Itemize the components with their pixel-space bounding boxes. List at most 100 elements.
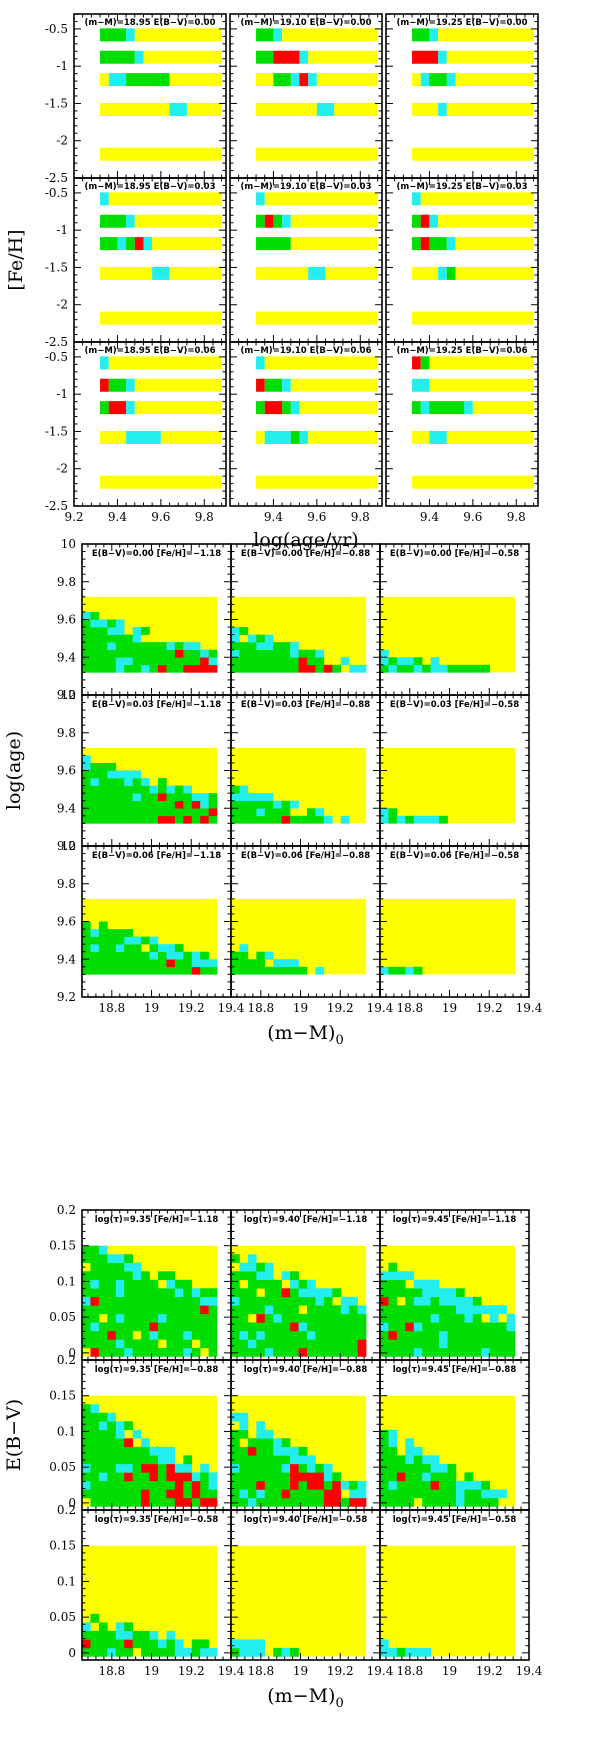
y-axis-title: log(age) — [3, 731, 25, 810]
heatmap-cell — [90, 611, 100, 620]
heatmap-cell — [132, 657, 142, 666]
heatmap-cell — [239, 793, 249, 801]
heatmap-cell — [239, 1463, 249, 1473]
heatmap-cell — [247, 966, 257, 975]
heatmap-cell — [132, 1288, 142, 1298]
heatmap-cell — [256, 1472, 266, 1482]
heatmap-cell — [183, 1313, 193, 1323]
heatmap-cell — [183, 649, 193, 658]
heatmap-cell — [247, 1647, 257, 1657]
heatmap-cell — [264, 815, 274, 824]
heatmap-cell — [132, 1630, 142, 1640]
heatmap-cell — [239, 1497, 249, 1507]
heatmap-cell — [340, 1497, 350, 1507]
heatmap-cell — [239, 1296, 249, 1306]
heatmap-cell — [157, 642, 167, 650]
fe-age-cell — [429, 214, 439, 228]
heatmap-cell — [115, 793, 125, 801]
fe-age-cell — [429, 237, 447, 251]
heatmap-cell — [413, 1455, 423, 1465]
heatmap-cell — [115, 1446, 125, 1456]
fe-age-cell — [316, 73, 378, 87]
heatmap-cell — [174, 1296, 184, 1306]
heatmap-cell — [174, 664, 184, 673]
heatmap-cell — [439, 1313, 448, 1323]
heatmap-cell — [388, 1339, 398, 1349]
fe-age-cell — [446, 430, 534, 444]
heatmap-cell — [132, 800, 142, 809]
heatmap-cell — [174, 1647, 184, 1657]
heatmap-cell — [422, 1489, 431, 1499]
heatmap-cell — [306, 1330, 316, 1340]
heatmap-cell — [430, 1463, 440, 1473]
heatmap-cell — [82, 619, 91, 628]
heatmap-cell — [149, 649, 159, 658]
heatmap-cell — [166, 815, 176, 824]
heatmap-cell — [132, 951, 142, 960]
fe-age-cell — [429, 356, 534, 370]
heatmap-cell — [430, 1480, 440, 1490]
heatmap-cell — [447, 1288, 457, 1298]
heatmap-cell — [174, 959, 184, 968]
fe-age-cell — [290, 214, 378, 228]
heatmap-cell — [357, 1489, 367, 1499]
heatmap-cell — [481, 1322, 491, 1332]
heatmap-cell — [183, 1279, 193, 1289]
heatmap-cell — [298, 1313, 308, 1323]
heatmap-cell — [90, 1322, 100, 1332]
heatmap-cell — [107, 944, 117, 952]
heatmap-cell — [455, 1288, 465, 1298]
heatmap-cell — [82, 1639, 91, 1649]
heatmap-cell — [323, 1339, 333, 1349]
heatmap-cell — [124, 1421, 133, 1431]
heatmap-cell — [349, 1347, 358, 1357]
heatmap-cell — [107, 966, 117, 975]
x-tick-label: 19 — [144, 1001, 159, 1015]
heatmap-cell — [124, 1639, 133, 1649]
heatmap-cell — [82, 785, 91, 794]
heatmap-cell — [405, 1313, 415, 1323]
heatmap-cell — [141, 1630, 150, 1640]
heatmap-cell — [90, 1245, 100, 1255]
fe-age-cell — [100, 73, 109, 87]
y-tick-label: 0 — [68, 1646, 76, 1660]
heatmap-cell — [90, 1254, 100, 1264]
heatmap-cell — [98, 1639, 108, 1649]
heatmap-cell — [82, 634, 91, 643]
heatmap-cell — [247, 1497, 257, 1507]
heatmap-cell — [141, 1455, 150, 1465]
heatmap-cell — [264, 634, 274, 643]
heatmap-cell — [447, 664, 457, 673]
heatmap-cell — [174, 1330, 184, 1340]
heatmap-cell — [380, 1647, 389, 1657]
heatmap-cell — [124, 785, 133, 794]
heatmap-cell — [298, 664, 308, 673]
y-tick-label: -2 — [56, 134, 68, 148]
heatmap-cell — [231, 808, 240, 817]
heatmap-cell — [98, 959, 108, 968]
fe-age-panel: (m−M)=18.95 E(B−V)=0.03 — [73, 177, 227, 343]
heatmap-cell — [405, 1288, 415, 1298]
heatmap-cell — [141, 793, 150, 801]
heatmap-cell — [481, 1480, 491, 1490]
heatmap-cell — [306, 1339, 316, 1349]
heatmap-cell — [405, 1497, 415, 1507]
heatmap-cell — [464, 1497, 474, 1507]
heatmap-cell — [256, 1463, 266, 1473]
heatmap-cell — [396, 1347, 406, 1357]
heatmap-cell — [256, 1330, 266, 1340]
heatmap-cell — [472, 1330, 482, 1340]
heatmap-cell — [264, 649, 274, 658]
heatmap-cell — [256, 1271, 266, 1281]
fe-age-cell — [256, 311, 378, 325]
heatmap-cell — [166, 1330, 176, 1340]
heatmap-cell — [273, 1489, 282, 1499]
heatmap-cell — [149, 1489, 159, 1499]
heatmap-cell — [357, 1347, 367, 1357]
heatmap-cell — [231, 1322, 240, 1332]
heatmap-cell — [141, 1446, 150, 1456]
fe-age-cell — [420, 192, 534, 206]
heatmap-cell — [90, 1613, 100, 1623]
heatmap-cell — [422, 815, 431, 824]
heatmap-cell — [157, 785, 167, 794]
